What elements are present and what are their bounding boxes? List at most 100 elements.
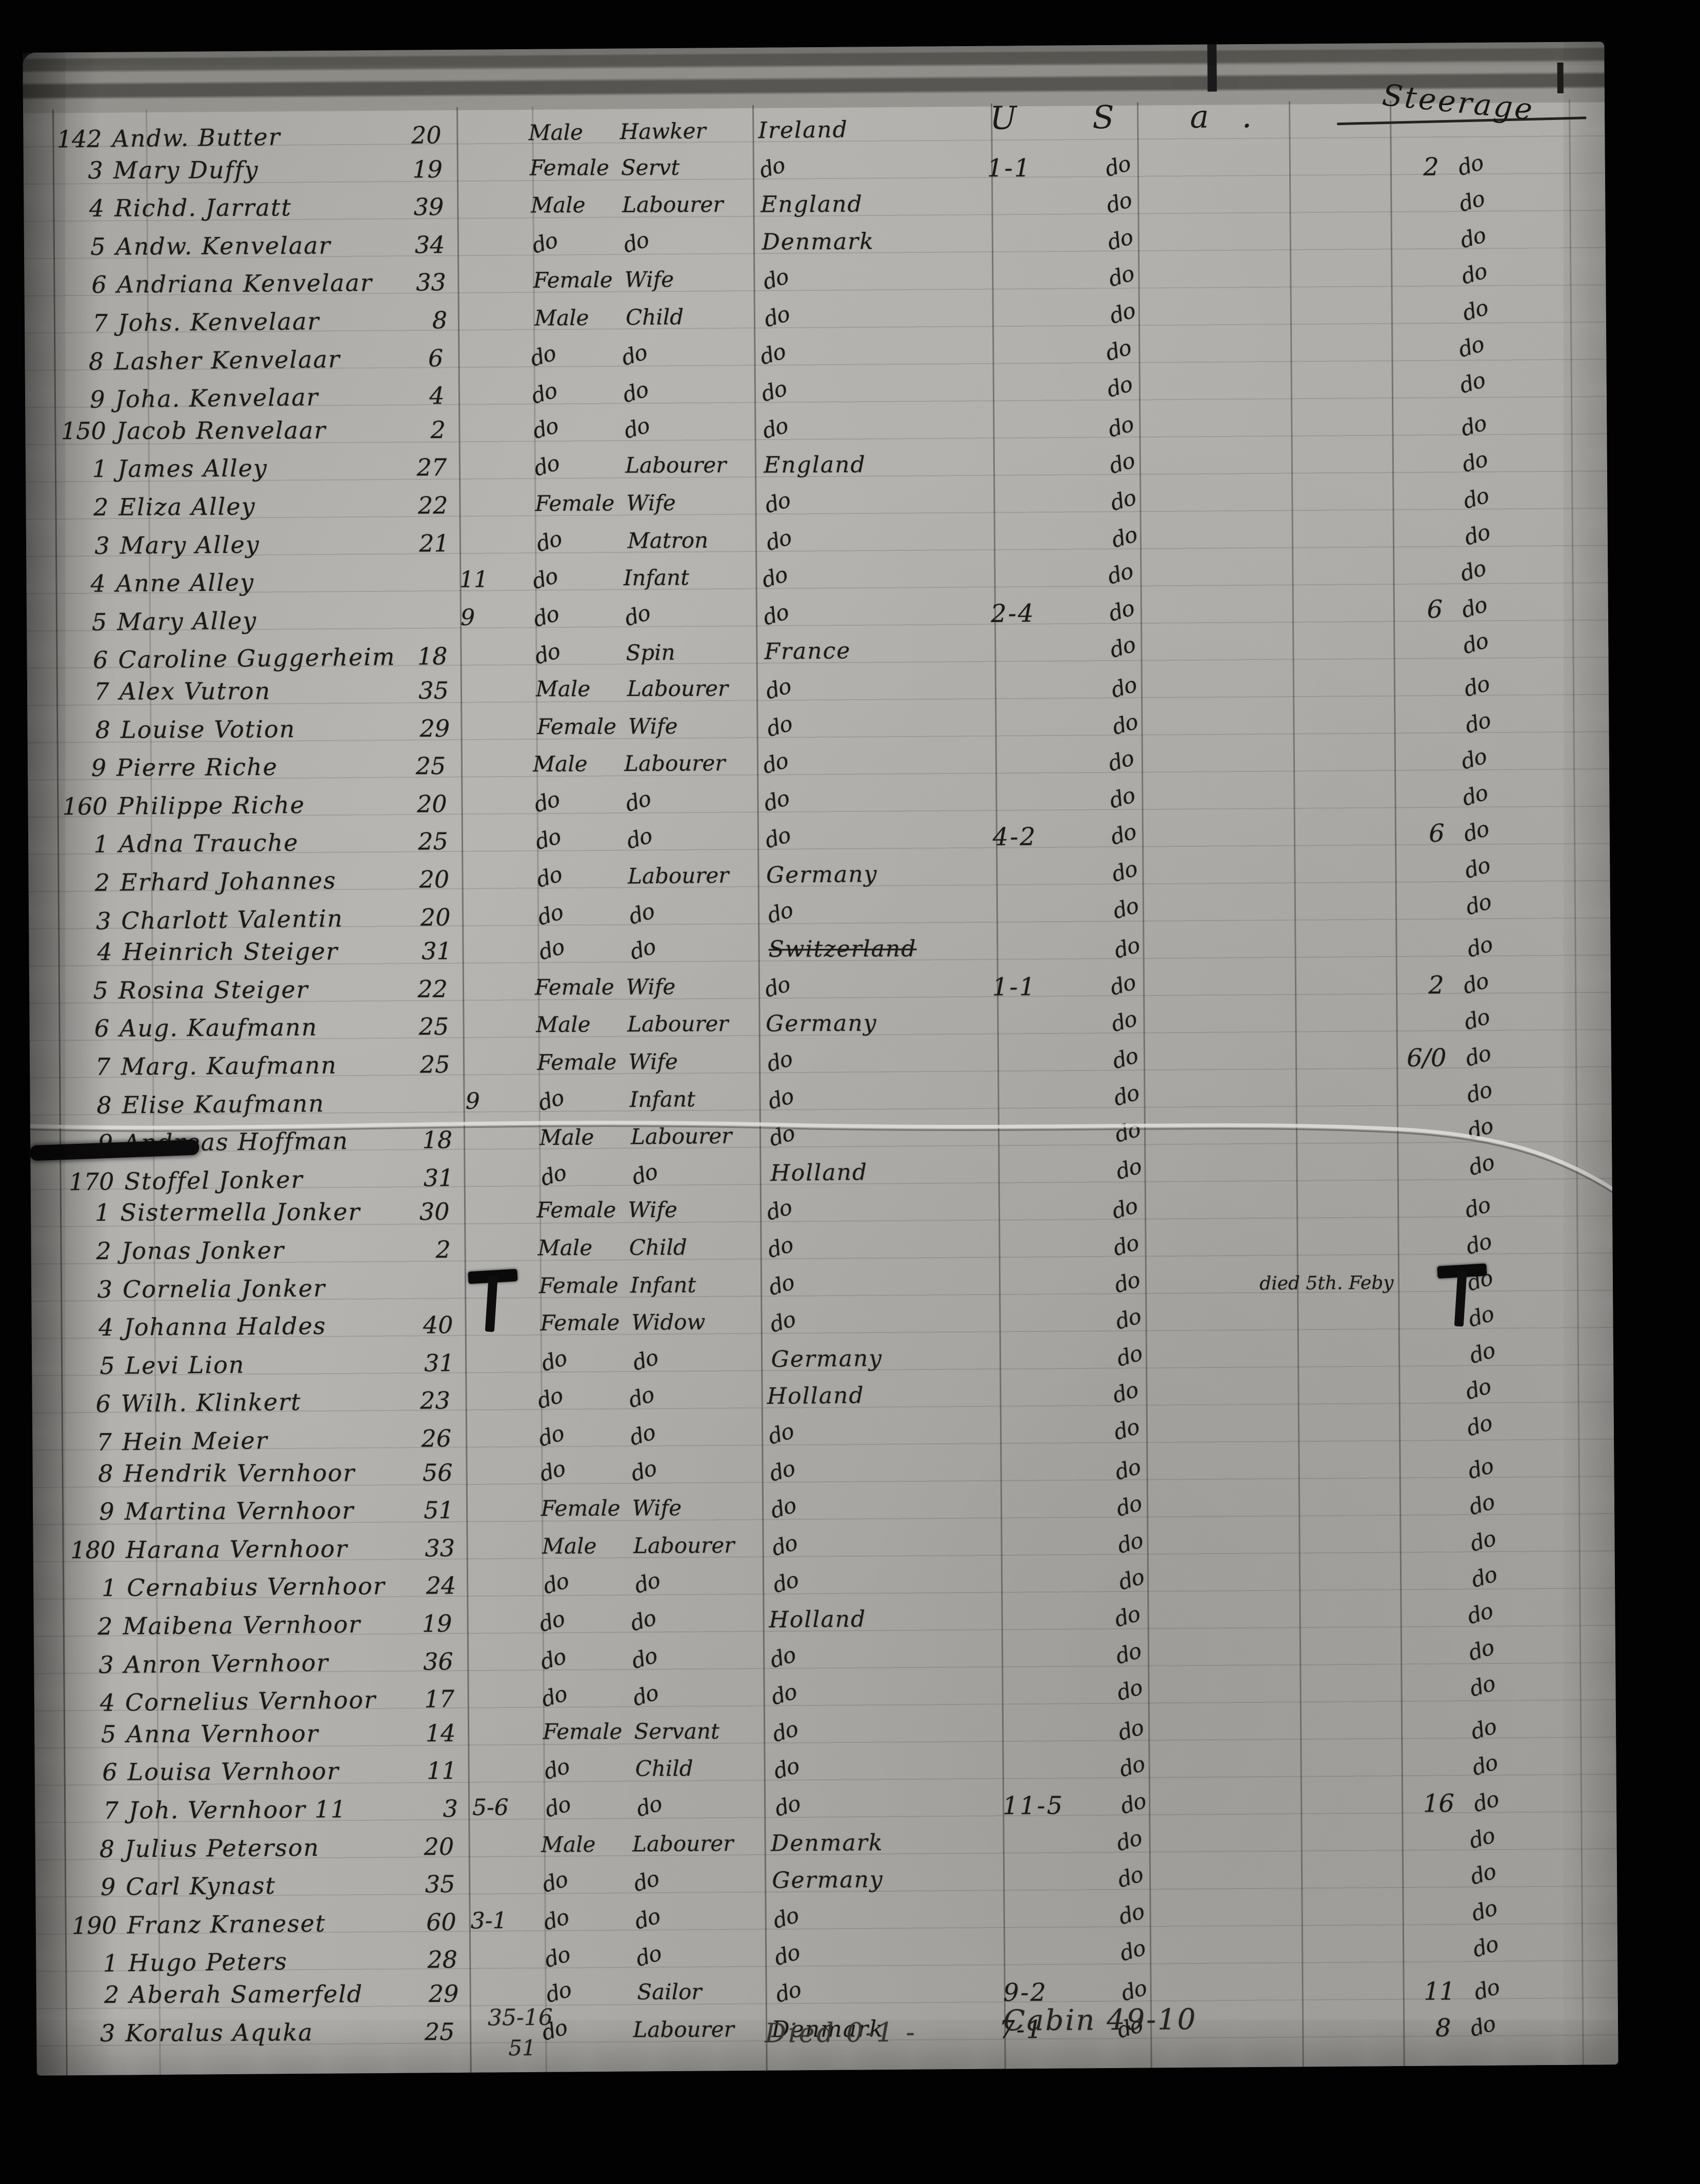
cell-destination-ditto: do: [1109, 451, 1134, 476]
cell-destination-ditto: do: [1120, 1938, 1145, 1963]
ditto-mark: do: [768, 1679, 799, 1710]
cell-row-number: 2: [42, 1981, 119, 2009]
ditto-mark: do: [542, 1791, 573, 1822]
cell-passenger-name: Louise Votion: [121, 715, 295, 743]
ditto-mark: do: [1465, 1453, 1496, 1483]
cell-age-years: 30: [383, 1198, 449, 1225]
ditto-mark: do: [1455, 331, 1486, 362]
cell-destination-count: 4-2: [993, 823, 1037, 852]
cell-row-number: 9: [28, 386, 105, 414]
ditto-mark: do: [1115, 1714, 1146, 1745]
ink-tick-mark: [1557, 63, 1563, 93]
cell-occupation: do: [633, 1683, 658, 1709]
cell-age-years: 20: [384, 903, 451, 931]
cell-steerage-ditto: do: [1465, 710, 1490, 735]
cell-row-number: 3: [26, 156, 103, 184]
ditto-mark: do: [618, 339, 649, 370]
ditto-mark: do: [630, 1344, 661, 1376]
cell-steerage-ditto: do: [1467, 1413, 1492, 1438]
cell-steerage-ditto: do: [1463, 631, 1488, 657]
ditto-mark: do: [537, 1455, 568, 1486]
cell-passenger-name: Carl Kynast: [126, 1872, 276, 1900]
ditto-mark: do: [764, 1046, 794, 1077]
cell-occupation: do: [624, 415, 649, 441]
ditto-mark: do: [531, 638, 562, 669]
cell-passenger-name: Richd. Jarratt: [114, 194, 292, 222]
cell-destination-ditto: do: [1112, 1046, 1137, 1071]
cell-row-number: 4: [35, 938, 112, 966]
ditto-mark: do: [541, 1904, 571, 1935]
cell-passenger-name: Alex Vutron: [119, 677, 271, 705]
ditto-mark: do: [760, 599, 791, 630]
ditto-mark: do: [1113, 1153, 1144, 1184]
cell-occupation: Labourer: [622, 192, 723, 217]
cell-steerage-ditto: do: [1468, 1637, 1493, 1662]
cell-age-years: 35: [382, 677, 449, 704]
cell-passenger-name: Anne Alley: [116, 568, 255, 597]
ditto-mark: do: [529, 563, 560, 594]
cell-country-of-origin: do: [767, 899, 792, 926]
cell-age-years: 28: [391, 1945, 458, 1974]
cell-destination-ditto: do: [1105, 153, 1130, 178]
cell-occupation: Infant: [630, 1086, 696, 1112]
cell-sex: Female: [535, 490, 614, 516]
cell-steerage-ditto: do: [1462, 783, 1487, 808]
ditto-mark: do: [1103, 334, 1133, 366]
cell-age-years: 3: [391, 1795, 458, 1823]
cell-age-years: 20: [387, 1833, 454, 1861]
cell-sex: do: [534, 453, 558, 479]
cell-sex: do: [539, 937, 564, 962]
cell-country-of-origin: do: [759, 154, 784, 181]
cell-sex: do: [531, 381, 556, 406]
cell-passenger-name: Franz Kraneset: [127, 1909, 326, 1939]
cell-passenger-name: Mary Alley: [117, 606, 257, 636]
cell-age-years: 56: [386, 1459, 452, 1486]
cell-country-of-origin: do: [771, 1681, 796, 1708]
ditto-mark: do: [763, 524, 794, 555]
cell-age-years: 6: [376, 344, 444, 372]
cell-row-number: 1: [41, 1950, 118, 1978]
ditto-mark: do: [1114, 1675, 1145, 1706]
ditto-mark: do: [1466, 1822, 1497, 1854]
cell-age-years: 33: [388, 1534, 455, 1562]
ditto-mark: do: [539, 1867, 570, 1898]
cell-sex: do: [535, 827, 561, 852]
cell-country-of-origin: do: [760, 341, 785, 367]
cell-sex: Female: [543, 1719, 622, 1744]
cell-sex: Male: [542, 1533, 597, 1559]
cell-destination-ditto: do: [1109, 264, 1134, 289]
ditto-mark: do: [1461, 816, 1491, 847]
cell-passenger-name: Hein Meier: [122, 1426, 268, 1456]
ditto-mark: do: [1463, 888, 1493, 920]
cell-steerage-ditto: do: [1473, 1934, 1498, 1960]
cell-row-number: 8: [36, 1459, 113, 1487]
ditto-mark: do: [1113, 1638, 1144, 1669]
cell-destination-count: 2-4: [991, 599, 1035, 628]
cell-row-number: 5: [30, 608, 107, 636]
cell-sex: do: [534, 641, 559, 667]
ditto-mark: do: [633, 1791, 664, 1822]
cell-sex: do: [541, 1348, 566, 1373]
cell-passenger-name: Caroline Guggerheim: [118, 643, 395, 674]
ditto-mark: do: [772, 1976, 803, 2007]
ditto-mark: do: [541, 1754, 572, 1785]
ditto-mark: do: [629, 1642, 659, 1674]
cell-passenger-name: Mary Duffy: [113, 156, 259, 184]
cell-occupation: do: [636, 1943, 661, 1969]
ditto-mark: do: [535, 1420, 566, 1452]
ditto-mark: do: [626, 898, 656, 929]
ditto-mark: do: [619, 376, 650, 408]
ditto-mark: do: [1456, 186, 1487, 217]
cell-country-of-origin: do: [763, 750, 787, 777]
cell-steerage-ditto: do: [1470, 2013, 1494, 2038]
cell-occupation: do: [622, 342, 647, 367]
cell-steerage-ditto: do: [1466, 891, 1491, 917]
cell-row-number: 1: [32, 830, 109, 859]
cell-country-of-origin: do: [769, 1123, 794, 1149]
cell-passenger-name: Cornelia Jonker: [123, 1274, 326, 1303]
cell-destination-count: 11-5: [1003, 1791, 1064, 1820]
cell-row-number: 3: [37, 1651, 114, 1679]
cell-sex: do: [537, 902, 563, 927]
cell-occupation: do: [633, 1869, 658, 1894]
cell-row-number: 150: [29, 417, 106, 445]
